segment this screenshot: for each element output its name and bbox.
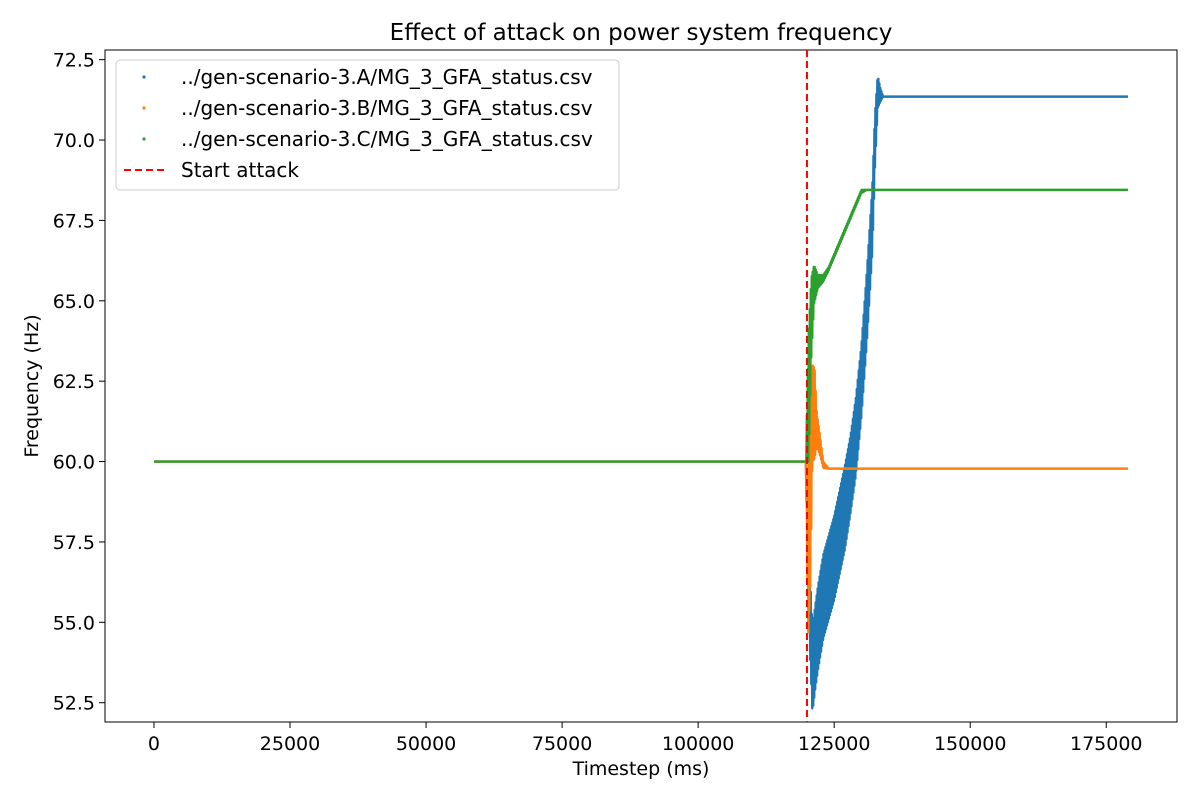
legend-label: ../gen-scenario-3.C/MG_3_GFA_status.csv <box>181 127 593 151</box>
x-tick-label: 100000 <box>662 733 735 755</box>
y-tick-label: 70.0 <box>53 130 95 152</box>
plot-frame <box>104 49 1178 723</box>
x-tick-label: 175000 <box>1070 733 1143 755</box>
x-axis-title: Timestep (ms) <box>572 758 710 780</box>
y-tick-label: 62.5 <box>53 371 95 393</box>
series-points <box>153 188 1129 463</box>
series-points <box>153 77 1129 710</box>
x-tick-label: 75000 <box>532 733 592 755</box>
legend-marker <box>142 137 146 141</box>
y-tick-label: 67.5 <box>53 210 95 232</box>
legend-marker <box>142 75 146 79</box>
y-tick-label: 57.5 <box>53 532 95 554</box>
y-tick-label: 60.0 <box>53 452 95 474</box>
y-tick-label: 55.0 <box>53 612 95 634</box>
chart-title: Effect of attack on power system frequen… <box>390 20 893 46</box>
series-2 <box>153 364 1129 634</box>
x-tick-label: 50000 <box>396 733 456 755</box>
y-tick-label: 65.0 <box>53 291 95 313</box>
legend: ../gen-scenario-3.A/MG_3_GFA_status.csv.… <box>115 59 620 191</box>
series-3 <box>153 188 1129 463</box>
y-tick-label: 52.5 <box>53 693 95 715</box>
y-tick-label: 72.5 <box>53 50 95 72</box>
y-axis-title: Frequency (Hz) <box>21 314 43 457</box>
legend-label: ../gen-scenario-3.B/MG_3_GFA_status.csv <box>181 96 593 120</box>
x-tick-label: 150000 <box>934 733 1007 755</box>
legend-label: ../gen-scenario-3.A/MG_3_GFA_status.csv <box>181 65 593 89</box>
legend-box <box>115 59 620 191</box>
plot-area: 0 25000 50000 75000 100000 125000 150000 175000… <box>53 49 1178 755</box>
x-tick-label: 125000 <box>798 733 871 755</box>
x-tick-label: 0 <box>148 733 160 755</box>
legend-label: Start attack <box>181 158 299 182</box>
series-points <box>153 364 1129 634</box>
legend-marker <box>142 106 146 110</box>
x-tick-label: 25000 <box>260 733 320 755</box>
series-1 <box>153 77 1129 710</box>
